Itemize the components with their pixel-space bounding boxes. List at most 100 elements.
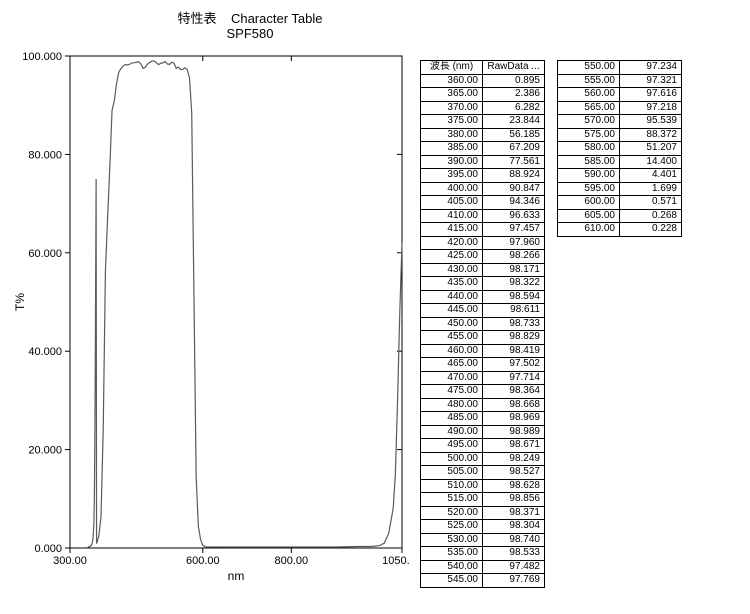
rawdata-cell: 98.527	[483, 466, 545, 480]
rawdata-cell: 98.740	[483, 533, 545, 547]
wavelength-cell: 430.00	[421, 263, 483, 277]
rawdata-cell: 95.539	[620, 115, 682, 129]
wavelength-cell: 450.00	[421, 317, 483, 331]
rawdata-cell: 97.960	[483, 236, 545, 250]
table-row: 610.000.228	[558, 223, 682, 237]
table-row: 510.0098.628	[421, 479, 545, 493]
rawdata-cell: 97.482	[483, 560, 545, 574]
wavelength-cell: 545.00	[421, 574, 483, 588]
table-header: RawData ...	[483, 61, 545, 75]
y-axis-label: T%	[13, 293, 27, 311]
wavelength-cell: 465.00	[421, 358, 483, 372]
table-row: 440.0098.594	[421, 290, 545, 304]
xtick-label: 800.00	[275, 555, 309, 567]
wavelength-cell: 385.00	[421, 142, 483, 156]
table-row: 465.0097.502	[421, 358, 545, 372]
wavelength-cell: 595.00	[558, 182, 620, 196]
xtick-label: 300.00	[53, 555, 87, 567]
wavelength-cell: 570.00	[558, 115, 620, 129]
data-table-1: 波長 (nm)RawData ...360.000.895365.002.386…	[420, 60, 545, 588]
table-row: 370.006.282	[421, 101, 545, 115]
rawdata-cell: 6.282	[483, 101, 545, 115]
xtick-label: 600.00	[186, 555, 220, 567]
table-row: 540.0097.482	[421, 560, 545, 574]
rawdata-cell: 98.419	[483, 344, 545, 358]
wavelength-cell: 505.00	[421, 466, 483, 480]
table-row: 375.0023.844	[421, 115, 545, 129]
wavelength-cell: 535.00	[421, 547, 483, 561]
rawdata-cell: 77.561	[483, 155, 545, 169]
wavelength-cell: 555.00	[558, 74, 620, 88]
wavelength-cell: 470.00	[421, 371, 483, 385]
wavelength-cell: 500.00	[421, 452, 483, 466]
rawdata-cell: 97.457	[483, 223, 545, 237]
wavelength-cell: 580.00	[558, 142, 620, 156]
table-row: 550.0097.234	[558, 61, 682, 75]
title-jp: 特性表	[177, 11, 216, 26]
wavelength-cell: 520.00	[421, 506, 483, 520]
xtick-label: 1050.00	[382, 555, 410, 567]
table-row: 480.0098.668	[421, 398, 545, 412]
table-row: 580.0051.207	[558, 142, 682, 156]
table-row: 360.000.895	[421, 74, 545, 88]
table-row: 380.0056.185	[421, 128, 545, 142]
rawdata-cell: 98.171	[483, 263, 545, 277]
rawdata-cell: 98.628	[483, 479, 545, 493]
wavelength-cell: 370.00	[421, 101, 483, 115]
x-axis-label: nm	[228, 569, 245, 583]
table-row: 420.0097.960	[421, 236, 545, 250]
rawdata-cell: 88.924	[483, 169, 545, 183]
ytick-label: 20.000	[28, 445, 62, 457]
wavelength-cell: 515.00	[421, 493, 483, 507]
rawdata-cell: 94.346	[483, 196, 545, 210]
table-row: 460.0098.419	[421, 344, 545, 358]
page-container: 特性表 Character Table SPF580 0.00020.00040…	[0, 0, 750, 614]
rawdata-cell: 97.218	[620, 101, 682, 115]
table-row: 605.000.268	[558, 209, 682, 223]
chart-svg: 0.00020.00040.00060.00080.000100.000300.…	[10, 48, 410, 588]
data-tables: 波長 (nm)RawData ...360.000.895365.002.386…	[420, 60, 682, 588]
rawdata-cell: 90.847	[483, 182, 545, 196]
wavelength-cell: 445.00	[421, 304, 483, 318]
rawdata-cell: 2.386	[483, 88, 545, 102]
wavelength-cell: 365.00	[421, 88, 483, 102]
rawdata-cell: 98.668	[483, 398, 545, 412]
wavelength-cell: 530.00	[421, 533, 483, 547]
table-row: 555.0097.321	[558, 74, 682, 88]
ytick-label: 0.000	[34, 543, 62, 555]
table-row: 485.0098.969	[421, 412, 545, 426]
table-row: 405.0094.346	[421, 196, 545, 210]
title-en: Character Table	[231, 11, 323, 26]
ytick-label: 60.000	[28, 248, 62, 260]
plot-frame	[70, 56, 402, 548]
table-row: 395.0088.924	[421, 169, 545, 183]
table-row: 575.0088.372	[558, 128, 682, 142]
wavelength-cell: 485.00	[421, 412, 483, 426]
rawdata-cell: 96.633	[483, 209, 545, 223]
table-row: 400.0090.847	[421, 182, 545, 196]
table-row: 495.0098.671	[421, 439, 545, 453]
rawdata-cell: 97.321	[620, 74, 682, 88]
table-header-row: 波長 (nm)RawData ...	[421, 61, 545, 75]
wavelength-cell: 525.00	[421, 520, 483, 534]
wavelength-cell: 375.00	[421, 115, 483, 129]
table-row: 595.001.699	[558, 182, 682, 196]
rawdata-cell: 0.571	[620, 196, 682, 210]
wavelength-cell: 395.00	[421, 169, 483, 183]
rawdata-cell: 98.364	[483, 385, 545, 399]
wavelength-cell: 540.00	[421, 560, 483, 574]
wavelength-cell: 405.00	[421, 196, 483, 210]
rawdata-cell: 98.249	[483, 452, 545, 466]
wavelength-cell: 440.00	[421, 290, 483, 304]
table-row: 415.0097.457	[421, 223, 545, 237]
wavelength-cell: 560.00	[558, 88, 620, 102]
rawdata-cell: 98.829	[483, 331, 545, 345]
table-row: 435.0098.322	[421, 277, 545, 291]
rawdata-cell: 98.371	[483, 506, 545, 520]
wavelength-cell: 490.00	[421, 425, 483, 439]
wavelength-cell: 420.00	[421, 236, 483, 250]
rawdata-cell: 0.895	[483, 74, 545, 88]
table-row: 445.0098.611	[421, 304, 545, 318]
rawdata-cell: 0.268	[620, 209, 682, 223]
rawdata-cell: 98.266	[483, 250, 545, 264]
